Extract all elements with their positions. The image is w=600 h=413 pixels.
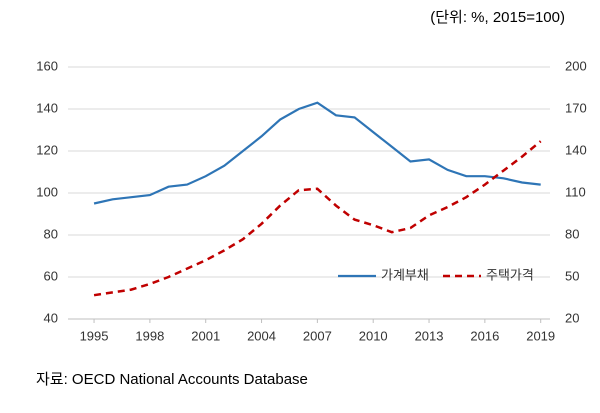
legend-label: 가계부채 <box>381 267 429 282</box>
y2-tick-label: 110 <box>565 184 586 199</box>
x-tick-label: 2016 <box>470 328 499 343</box>
y-tick-label: 60 <box>44 268 58 283</box>
x-tick-label: 2007 <box>303 328 332 343</box>
y2-tick-label: 50 <box>565 268 579 283</box>
x-tick-label: 2004 <box>247 328 276 343</box>
y-tick-label: 80 <box>44 226 58 241</box>
y-tick-label: 140 <box>36 100 58 115</box>
y-tick-label: 40 <box>44 310 58 325</box>
x-tick-label: 2013 <box>415 328 444 343</box>
x-tick-label: 2010 <box>359 328 388 343</box>
y-tick-label: 120 <box>36 142 58 157</box>
x-tick-label: 2001 <box>191 328 220 343</box>
y-tick-label: 100 <box>36 184 58 199</box>
y-tick-label: 160 <box>36 58 58 73</box>
data-line <box>93 101 541 205</box>
legend-label: 주택가격 <box>486 267 534 282</box>
x-tick-label: 2019 <box>526 328 555 343</box>
data-line <box>93 140 542 297</box>
y2-tick-label: 20 <box>565 310 579 325</box>
source-note: 자료: OECD National Accounts Database <box>36 371 308 388</box>
x-tick-label: 1995 <box>80 328 109 343</box>
y2-tick-label: 200 <box>565 58 587 73</box>
y2-tick-label: 170 <box>565 100 587 115</box>
chart-subtitle: (단위: %, 2015=100) <box>430 9 565 26</box>
y2-tick-label: 80 <box>565 226 579 241</box>
x-tick-label: 1998 <box>135 328 164 343</box>
y2-tick-label: 140 <box>565 142 587 157</box>
